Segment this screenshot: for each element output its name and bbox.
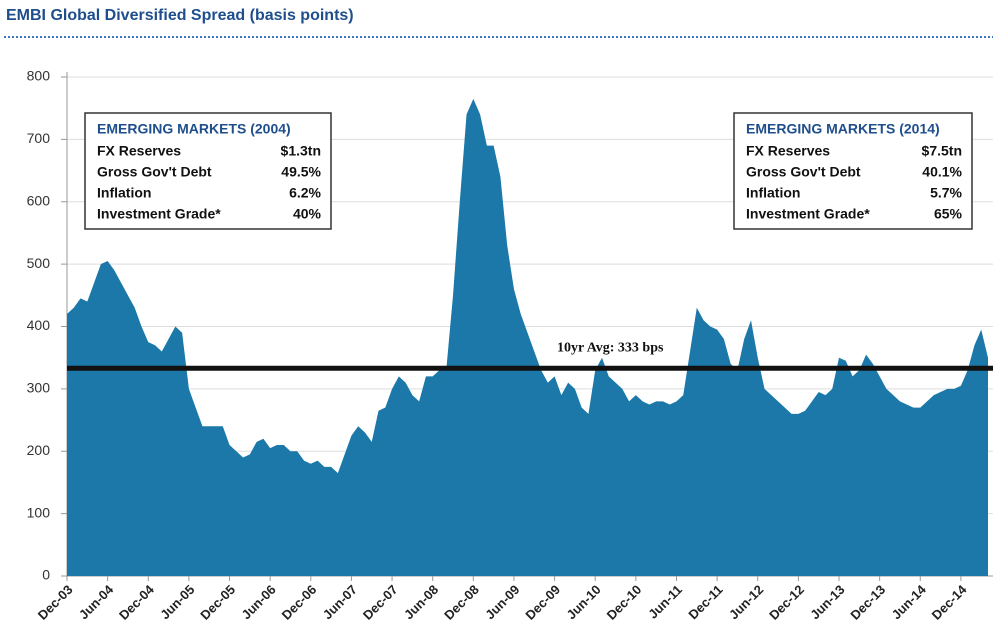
info-row-value: 65% bbox=[934, 206, 963, 222]
info-row-label: FX Reserves bbox=[746, 143, 830, 159]
info-box-title: EMERGING MARKETS (2004) bbox=[97, 121, 291, 137]
x-tick-label: Dec-06 bbox=[279, 582, 320, 623]
x-tick-label: Dec-14 bbox=[929, 581, 970, 622]
chart-title: EMBI Global Diversified Spread (basis po… bbox=[6, 7, 354, 24]
info-row-value: 40.1% bbox=[922, 164, 962, 180]
x-tick-label: Jun-09 bbox=[482, 582, 522, 622]
y-tick-label: 0 bbox=[42, 567, 50, 583]
x-tick-label: Dec-09 bbox=[522, 582, 563, 623]
y-tick-label: 200 bbox=[27, 442, 51, 458]
info-row-value: 6.2% bbox=[289, 185, 321, 201]
info-row-label: Inflation bbox=[97, 185, 151, 201]
info-row-label: Investment Grade* bbox=[746, 206, 870, 222]
x-tick-label: Dec-05 bbox=[197, 582, 238, 623]
x-tick-label: Dec-07 bbox=[360, 582, 401, 623]
x-tick-label: Jun-05 bbox=[157, 582, 197, 622]
y-tick-label: 700 bbox=[27, 130, 51, 146]
info-row-label: Inflation bbox=[746, 185, 800, 201]
average-label: 10yr Avg: 333 bps bbox=[557, 341, 664, 356]
x-tick-label: Jun-10 bbox=[564, 582, 604, 622]
info-row-label: Gross Gov't Debt bbox=[97, 164, 212, 180]
x-tick-label: Jun-06 bbox=[238, 582, 278, 622]
info-row-value: 49.5% bbox=[281, 164, 321, 180]
x-tick-label: Dec-13 bbox=[847, 582, 888, 623]
info-box bbox=[733, 112, 973, 230]
info-box bbox=[84, 112, 332, 230]
info-row-label: FX Reserves bbox=[97, 143, 181, 159]
x-tick-label: Dec-10 bbox=[604, 582, 645, 623]
y-tick-label: 400 bbox=[27, 317, 51, 333]
x-tick-label: Jun-11 bbox=[645, 582, 685, 622]
info-box-title: EMERGING MARKETS (2014) bbox=[746, 121, 940, 137]
x-tick-label: Dec-12 bbox=[766, 582, 807, 623]
y-tick-label: 500 bbox=[27, 255, 51, 271]
info-row-label: Investment Grade* bbox=[97, 206, 221, 222]
y-tick-label: 800 bbox=[27, 68, 51, 84]
y-tick-label: 300 bbox=[27, 380, 51, 396]
x-tick-label: Jun-12 bbox=[726, 582, 766, 622]
y-tick-label: 100 bbox=[27, 504, 51, 520]
info-row-value: 5.7% bbox=[930, 185, 962, 201]
x-tick-label: Jun-14 bbox=[889, 581, 930, 622]
info-row-value: 40% bbox=[293, 206, 322, 222]
info-row-value: $1.3tn bbox=[281, 143, 321, 159]
x-tick-label: Dec-03 bbox=[35, 582, 76, 623]
x-tick-label: Dec-04 bbox=[116, 581, 157, 622]
area bbox=[67, 98, 988, 577]
x-tick-label: Jun-07 bbox=[320, 582, 360, 622]
x-tick-label: Jun-08 bbox=[401, 582, 441, 622]
x-tick-label: Jun-04 bbox=[76, 581, 117, 622]
y-tick-label: 600 bbox=[27, 192, 51, 208]
x-tick-label: Jun-13 bbox=[807, 582, 847, 622]
x-tick-label: Dec-08 bbox=[441, 582, 482, 623]
x-tick-label: Dec-11 bbox=[685, 582, 725, 622]
info-row-value: $7.5tn bbox=[922, 143, 962, 159]
info-row-label: Gross Gov't Debt bbox=[746, 164, 861, 180]
